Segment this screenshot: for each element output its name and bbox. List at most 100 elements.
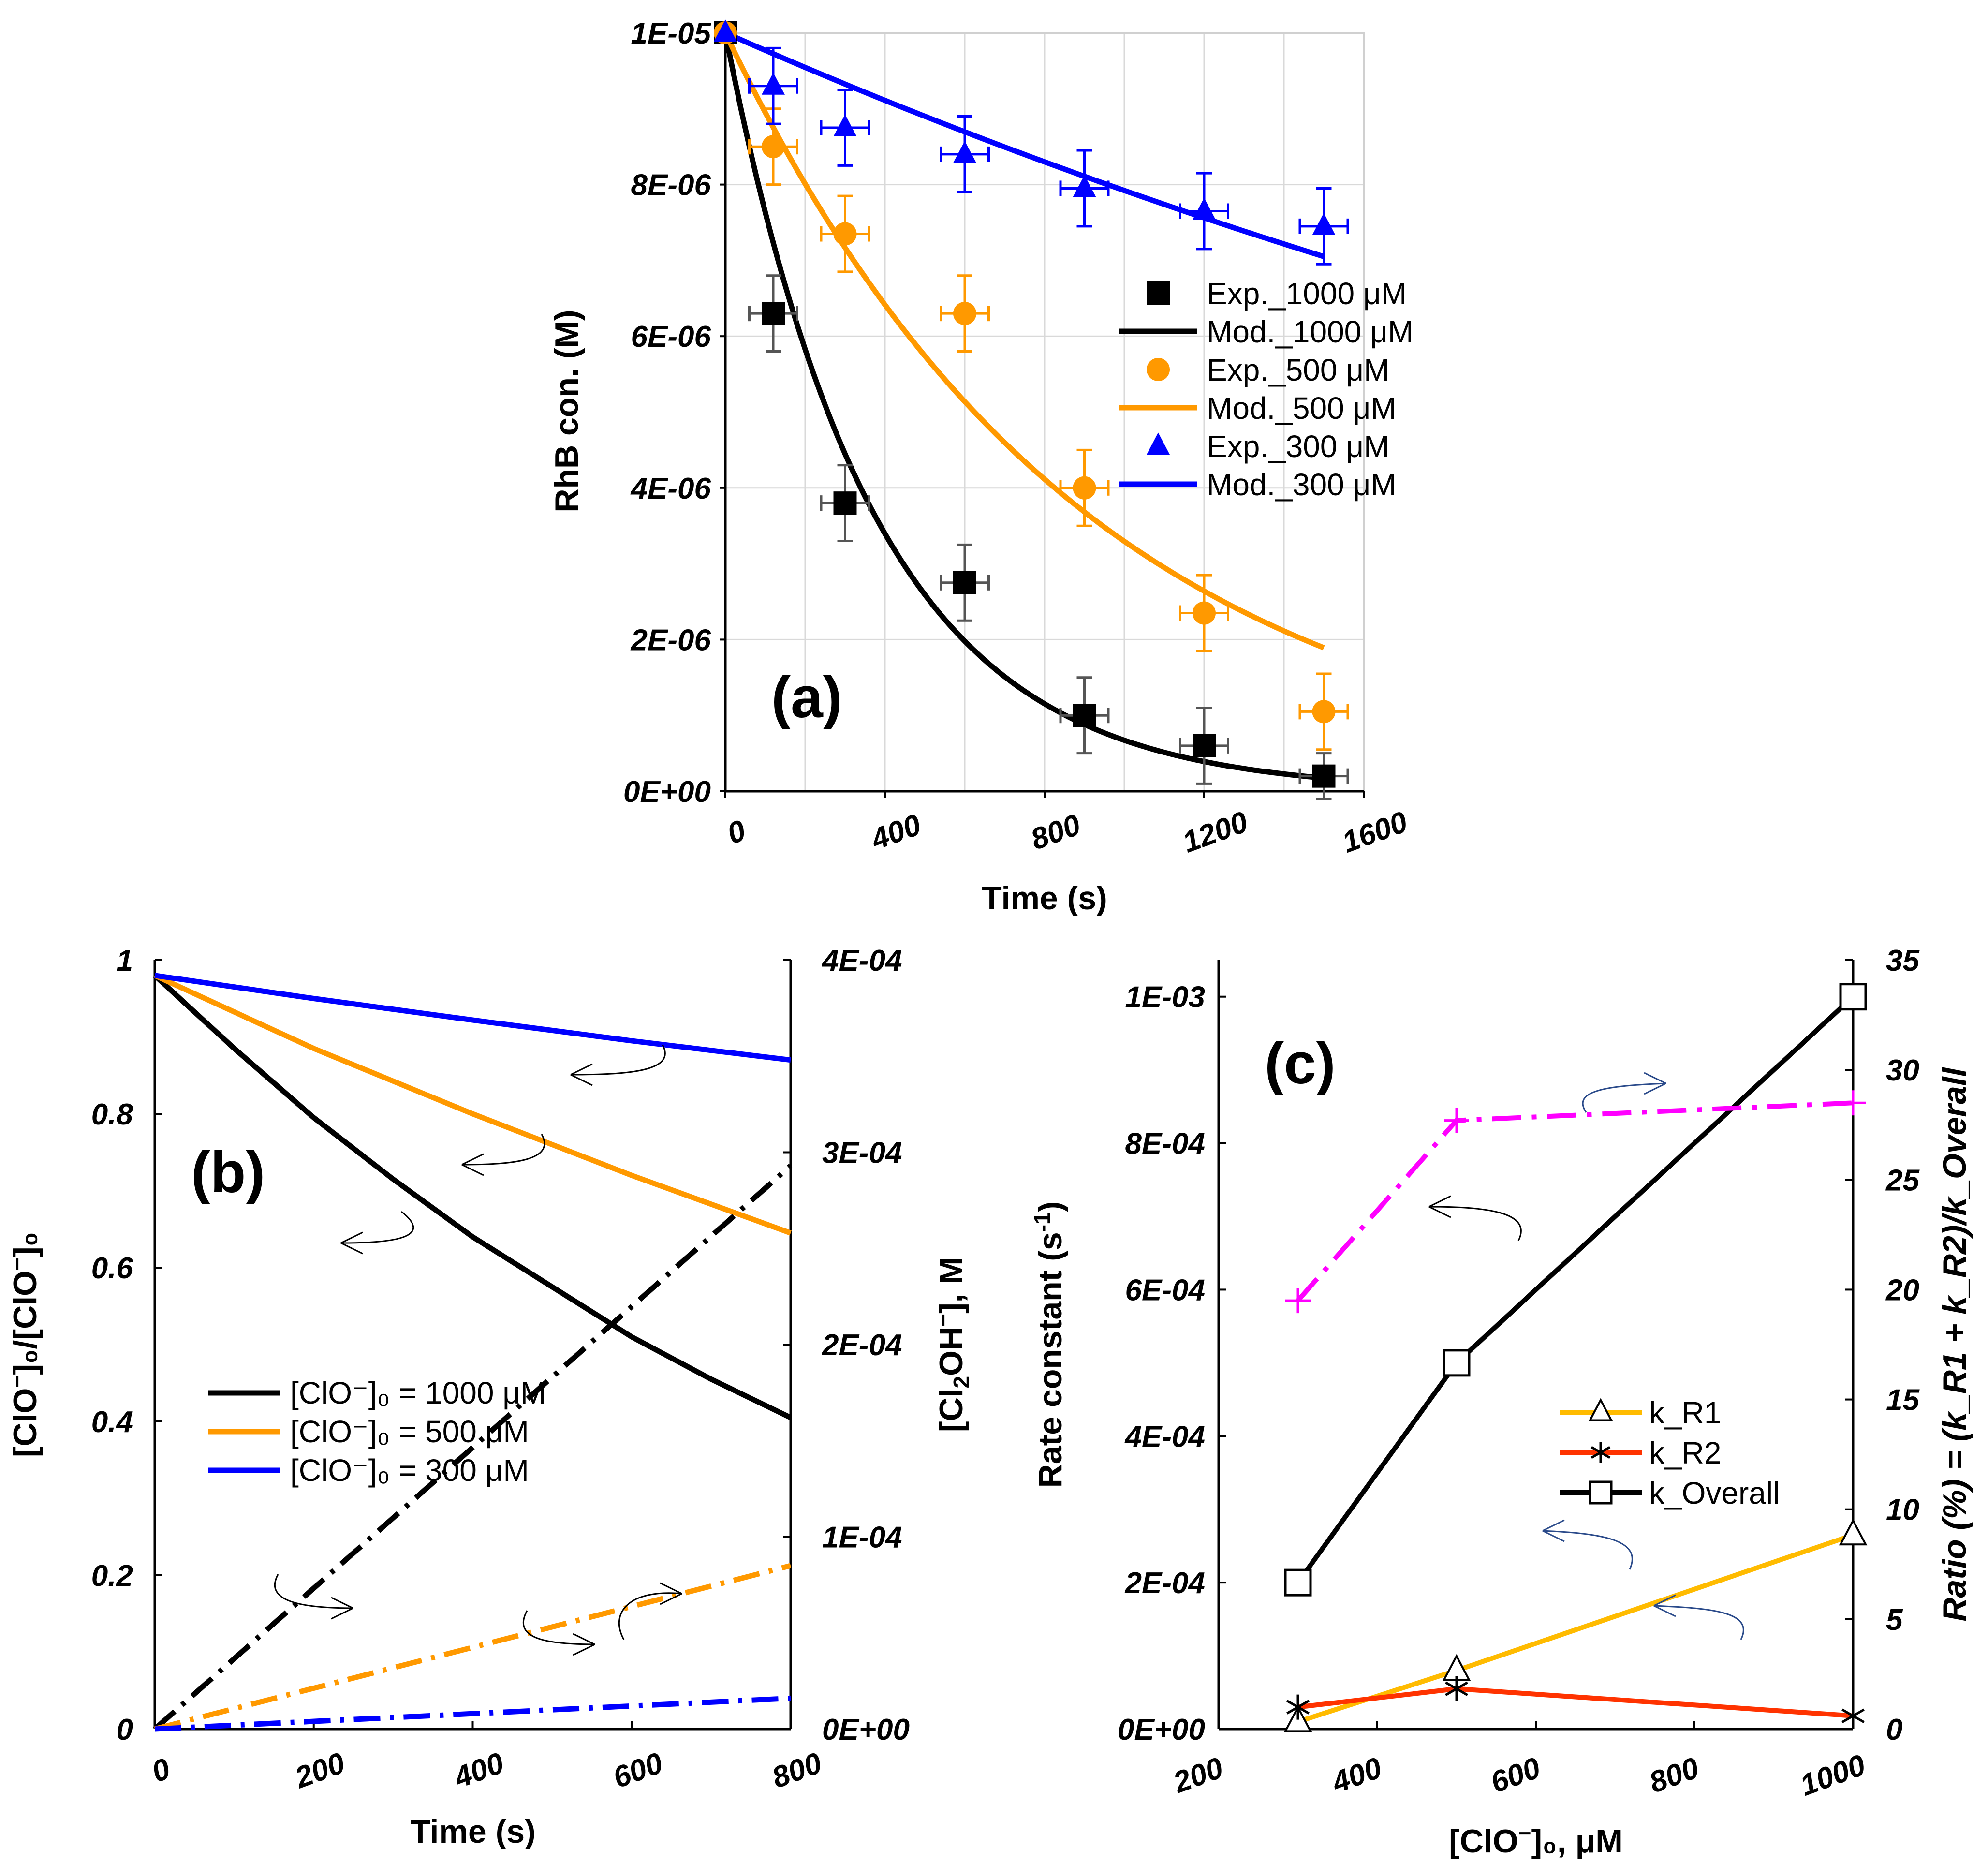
panel-b-y-axis-left-label: [ClO−]₀/[ClO−]₀: [4, 1232, 44, 1457]
tick-label-b-yr-4: 4E-04: [821, 944, 902, 977]
tick-label-c-yr-2: 10: [1886, 1494, 1919, 1527]
panel-a-ticks: 0E+00 2E-06 4E-06 6E-06 8E-06 1E-05 0 400 800 120…: [623, 17, 1412, 859]
line-b-0: [153, 973, 792, 1420]
legend-c-marker-1: [1590, 1442, 1611, 1463]
tick-label-a-x-0: 0: [723, 814, 750, 851]
tick-label-a-y-2: 4E-06: [630, 472, 711, 505]
errorbar-a-1-4: [1059, 448, 1110, 527]
arrow-b-orange-right: [522, 1610, 595, 1656]
tick-label-c-yr-7: 35: [1886, 944, 1920, 977]
legend-a-text-1: Mod._1000 μM: [1207, 314, 1414, 349]
tick-label-b-yl-2: 0.4: [91, 1405, 133, 1439]
point-c-1-0: [1286, 1694, 1310, 1720]
panel-a-label: (a): [771, 665, 842, 730]
legend-a-text-2: Exp._500 μM: [1207, 353, 1389, 387]
point-c-1-0-stroke-2: [1286, 1700, 1310, 1715]
legend-c-text-0: k_R1: [1649, 1395, 1721, 1430]
tick-label-b-yr-3: 3E-04: [822, 1137, 902, 1170]
panel-c-legend: k_R1 k_R2 k_Overall: [1560, 1395, 1780, 1510]
line-c-0: [1297, 1532, 1854, 1724]
point-c-3-0: [1285, 1288, 1311, 1314]
legend-c-text-2: k_Overall: [1649, 1476, 1780, 1510]
panel-b-label: (b): [191, 1140, 265, 1205]
arrow-c-overall: [1428, 1195, 1522, 1241]
tick-label-b-yr-1: 1E-04: [822, 1521, 902, 1554]
line-b-5: [154, 1695, 791, 1732]
tick-label-c-yr-4: 20: [1885, 1273, 1919, 1307]
panel-c-curl-arrows: [1428, 1072, 1744, 1640]
point-a-2-2: [833, 114, 857, 136]
legend-a-marker-4: [1147, 432, 1170, 455]
panel-b-series: [153, 973, 793, 1732]
tick-label-b-yr-0: 0E+00: [822, 1713, 910, 1746]
panel-c-series: [1283, 983, 1868, 1732]
panel-c-y-axis-right-label: Ratio (%) = (k_R1 + k_R2)/k_Overall: [1936, 1066, 1973, 1621]
arrow-b-orange: [461, 1134, 545, 1176]
tick-label-b-yl-4: 0.8: [91, 1098, 133, 1131]
line-c-3: [1296, 1100, 1854, 1302]
point-a-1-6: [1312, 700, 1336, 724]
point-c-2-0: [1284, 1568, 1312, 1597]
tick-label-a-x-2: 800: [1027, 808, 1085, 857]
point-c-1-1: [1445, 1676, 1468, 1701]
tick-label-a-x-3: 1200: [1178, 805, 1252, 859]
tick-label-c-x-1: 400: [1327, 1751, 1386, 1800]
tick-label-b-x-4: 800: [768, 1746, 826, 1795]
panel-c-x-axis-label: [ClO−]₀, μM: [1449, 1820, 1623, 1860]
tick-label-a-y-3: 6E-06: [631, 320, 711, 354]
panel-a-y-axis-label: RhB con. (M): [548, 310, 585, 512]
tick-label-a-x-1: 400: [866, 808, 926, 857]
tick-label-a-y-1: 2E-06: [631, 623, 711, 657]
line-b-4: [154, 1563, 792, 1732]
panel-c-ticks: 0E+00 2E-04 4E-04 6E-04 8E-04 1E-03 0 5 10 15 20 25…: [1118, 944, 1920, 1803]
legend-a-text-4: Exp._300 μM: [1207, 429, 1389, 464]
point-a-2-1: [762, 73, 785, 95]
tick-label-c-yl-1: 2E-04: [1125, 1567, 1205, 1600]
arrow-c-ratio: [1582, 1072, 1666, 1113]
legend-a-text-3: Mod._500 μM: [1207, 391, 1397, 426]
tick-label-b-yl-0: 0: [117, 1713, 133, 1746]
point-a-0-4: [1073, 704, 1096, 727]
panel-a-series: [714, 19, 1349, 800]
tick-label-b-yl-1: 0.2: [91, 1559, 133, 1593]
tick-label-a-x-4: 1600: [1338, 805, 1412, 859]
point-a-1-4: [1073, 476, 1096, 500]
tick-label-c-yr-6: 30: [1886, 1054, 1919, 1087]
point-c-1-1-stroke-2: [1445, 1681, 1468, 1696]
point-c-1-2-stroke-2: [1841, 1708, 1865, 1723]
tick-label-c-x-4: 1000: [1796, 1748, 1870, 1803]
point-a-2-4: [1073, 175, 1096, 197]
point-a-0-6: [1312, 764, 1336, 788]
tick-label-a-y-4: 8E-06: [631, 169, 711, 202]
tick-label-c-yr-1: 5: [1886, 1603, 1903, 1637]
arrow-b-black: [340, 1211, 414, 1255]
tick-label-a-y-0: 0E+00: [623, 775, 711, 809]
point-a-2-6: [1312, 213, 1336, 235]
panel-b-y-axis-right-label: [Cl2OH−], M: [930, 1257, 974, 1432]
legend-b-text-500: [ClO⁻]₀ = 500 μM: [290, 1414, 529, 1449]
tick-label-c-yl-5: 1E-03: [1125, 981, 1205, 1014]
arrow-b-blue-right: [618, 1582, 682, 1640]
legend-c-marker-2: [1589, 1480, 1613, 1505]
panel-a-x-axis-label: Time (s): [982, 880, 1107, 917]
point-c-1-2: [1841, 1703, 1865, 1729]
arrow-b-black-right: [274, 1574, 353, 1620]
panel-c-label: (c): [1265, 1031, 1336, 1096]
line-b-3: [153, 1164, 793, 1731]
point-a-1-1: [762, 135, 785, 159]
point-a-0-1: [762, 302, 785, 325]
panel-a: 0E+00 2E-06 4E-06 6E-06 8E-06 1E-05 0 400 800 120…: [548, 17, 1414, 917]
tick-label-a-y-5: 1E-05: [631, 17, 712, 50]
legend-c-marker-0: [1588, 1398, 1613, 1421]
legend-c-marker-1-stroke-2: [1590, 1446, 1611, 1459]
point-a-0-2: [833, 491, 857, 515]
legend-a-marker-2: [1147, 358, 1170, 381]
panel-c-y-axis-left-label: Rate constant (s-1): [1030, 1201, 1069, 1488]
tick-label-c-yr-3: 15: [1886, 1384, 1920, 1417]
panel-b-ticks: 0 0.2 0.4 0.6 0.8 1 0E+00 1E-04 2E-04 3E-04 4E-04 0…: [91, 944, 910, 1795]
tick-label-b-x-1: 200: [290, 1746, 349, 1795]
arrow-c-kr2: [1653, 1594, 1744, 1640]
tick-label-b-yl-3: 0.6: [91, 1252, 133, 1285]
point-a-2-3: [953, 141, 976, 163]
